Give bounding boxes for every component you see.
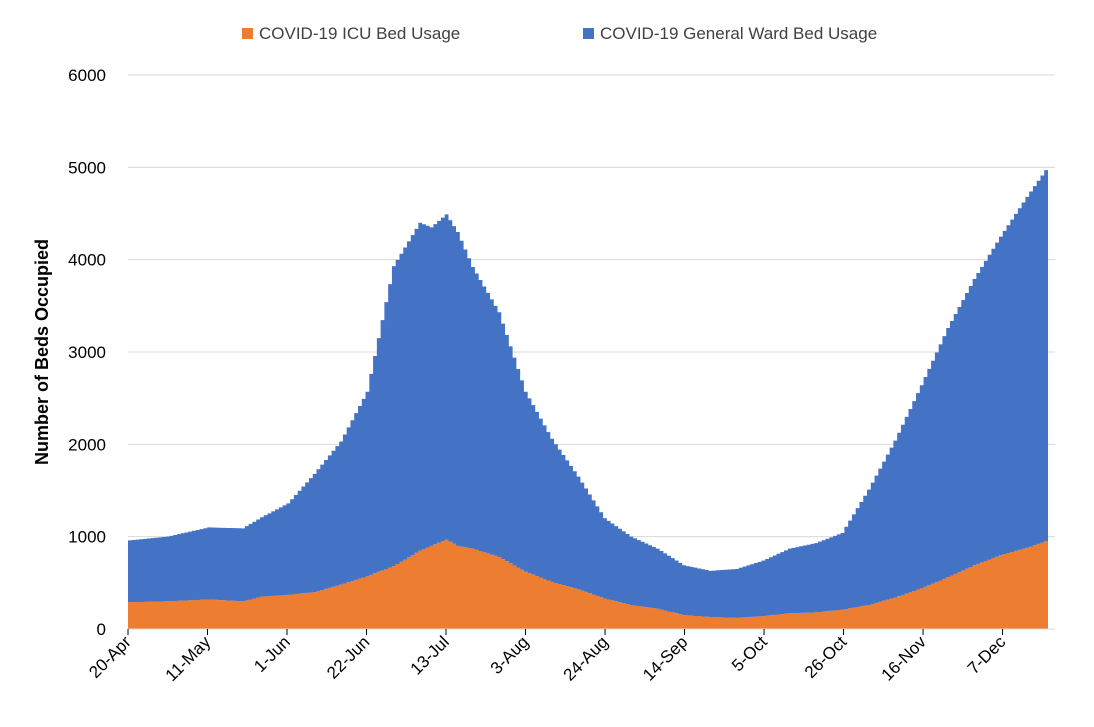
x-tick-label: 26-Oct [801,632,851,682]
x-tick-label: 14-Sep [639,632,691,684]
y-tick-label: 5000 [68,158,106,177]
x-tick-label: 16-Nov [878,632,931,685]
y-tick-label: 1000 [68,528,106,547]
x-tick-label: 3-Aug [487,632,533,678]
series-area-general-ward [128,170,1048,618]
y-tick-label: 6000 [68,66,106,85]
x-tick-label: 22-Jun [323,632,373,682]
x-axis-ticks: 20-Apr 11-May 1-Jun 22-Jun 13-Jul 3-Aug 24-Aug… [85,629,1010,685]
legend-label-icu: COVID-19 ICU Bed Usage [259,24,460,43]
y-tick-label: 0 [97,620,106,639]
x-tick-label: 7-Dec [964,632,1010,678]
x-tick-label: 13-Jul [407,632,453,678]
x-tick-label: 20-Apr [85,632,135,682]
series-layer [128,170,1048,629]
y-tick-label: 4000 [68,251,106,270]
legend-swatch-icu [242,28,253,39]
legend: COVID-19 ICU Bed Usage COVID-19 General … [242,24,877,43]
y-axis-ticks: 0 1000 2000 3000 4000 5000 6000 [68,66,106,639]
y-axis-title: Number of Beds Occupied [32,239,52,465]
x-tick-label: 24-Aug [560,632,612,684]
legend-swatch-general-ward [583,28,594,39]
x-tick-label: 1-Jun [250,632,294,676]
x-tick-label: 5-Oct [728,632,771,675]
x-tick-label: 11-May [162,632,215,685]
y-tick-label: 2000 [68,435,106,454]
series-area-icu [128,539,1048,629]
y-tick-label: 3000 [68,343,106,362]
legend-label-general-ward: COVID-19 General Ward Bed Usage [600,24,877,43]
